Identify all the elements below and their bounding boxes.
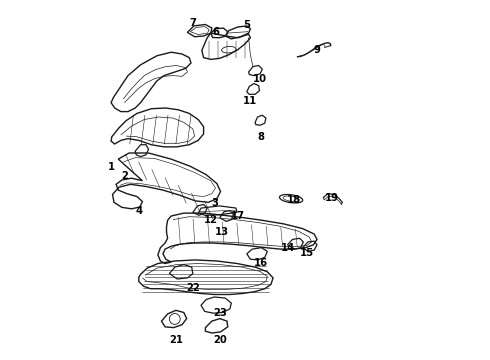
Text: 4: 4 xyxy=(135,206,143,216)
Text: 6: 6 xyxy=(213,27,220,37)
Text: 21: 21 xyxy=(170,335,184,345)
Text: 5: 5 xyxy=(244,20,250,30)
Text: 7: 7 xyxy=(189,18,196,28)
Text: 3: 3 xyxy=(211,198,218,208)
Text: 20: 20 xyxy=(213,335,227,345)
Text: 19: 19 xyxy=(324,193,339,203)
Text: 11: 11 xyxy=(243,96,258,106)
Text: 9: 9 xyxy=(314,45,320,55)
Text: 17: 17 xyxy=(231,211,245,221)
Text: 14: 14 xyxy=(281,243,295,253)
Text: 18: 18 xyxy=(287,195,301,205)
Text: 8: 8 xyxy=(258,132,265,142)
Text: 15: 15 xyxy=(300,248,314,258)
Text: 2: 2 xyxy=(121,171,128,181)
Text: 10: 10 xyxy=(252,74,267,84)
Text: 13: 13 xyxy=(215,227,229,237)
Text: 22: 22 xyxy=(186,283,200,293)
Text: 16: 16 xyxy=(254,258,268,268)
Text: 1: 1 xyxy=(108,162,115,172)
Text: 12: 12 xyxy=(204,215,218,225)
Text: 23: 23 xyxy=(213,308,227,318)
